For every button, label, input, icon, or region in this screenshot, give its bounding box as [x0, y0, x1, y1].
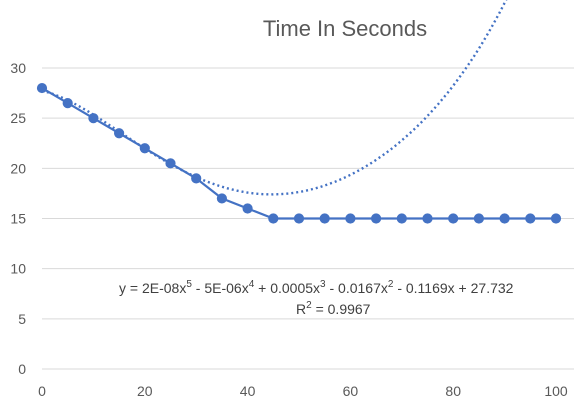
- data-point: [114, 128, 125, 139]
- y-tick-label: 25: [10, 110, 26, 126]
- data-point: [268, 213, 279, 224]
- y-tick-label: 10: [10, 261, 26, 277]
- r2-exp: 2: [306, 300, 312, 311]
- series-line: [41, 87, 556, 220]
- x-tick-label: 40: [240, 383, 256, 399]
- x-tick-label: 60: [343, 383, 359, 399]
- data-point: [422, 213, 433, 224]
- eq-part: - 0.1169x + 27.732: [393, 280, 513, 296]
- data-point: [473, 213, 484, 224]
- data-point: [36, 82, 48, 94]
- data-point: [139, 143, 150, 154]
- data-point: [345, 213, 356, 224]
- data-point: [319, 213, 330, 224]
- y-tick-label: 20: [10, 160, 26, 176]
- gridlines: [42, 67, 574, 370]
- trendline-equation: y = 2E-08x5 - 5E-06x4 + 0.0005x3 - 0.016…: [119, 279, 514, 296]
- x-tick-label: 80: [445, 383, 461, 399]
- data-point: [191, 173, 202, 184]
- data-point: [396, 213, 407, 224]
- r2-part: = 0.9967: [312, 301, 371, 317]
- eq-part: y = 2E-08x: [119, 280, 186, 296]
- data-point: [165, 158, 176, 169]
- x-tick-label: 20: [137, 383, 153, 399]
- y-tick-label: 5: [18, 311, 26, 327]
- x-axis-ticks: 0 20 40 60 80 100: [38, 383, 568, 399]
- y-axis-ticks: 0 5 10 15 20 25 30: [10, 60, 26, 377]
- data-point: [62, 98, 73, 109]
- eq-part: - 5E-06x: [192, 280, 249, 296]
- eq-exp: 3: [320, 279, 326, 290]
- chart-title: Time In Seconds: [263, 16, 427, 41]
- data-point: [550, 213, 562, 224]
- y-tick-label: 0: [18, 361, 26, 377]
- data-point: [371, 213, 382, 224]
- data-points: [36, 82, 562, 224]
- r2-part: R: [296, 301, 306, 317]
- data-point: [293, 213, 305, 224]
- data-point: [499, 213, 510, 224]
- x-tick-label: 100: [544, 383, 568, 399]
- eq-part: - 0.0167x: [326, 280, 388, 296]
- y-tick-label: 30: [10, 60, 26, 76]
- data-point: [88, 113, 99, 124]
- x-tick-label: 0: [38, 383, 46, 399]
- eq-exp: 5: [186, 279, 192, 290]
- eq-exp: 4: [249, 279, 255, 290]
- y-tick-label: 15: [10, 211, 26, 227]
- data-point: [525, 213, 536, 224]
- eq-exp: 2: [388, 279, 394, 290]
- data-point: [216, 193, 227, 204]
- eq-part: + 0.0005x: [254, 280, 320, 296]
- trendline-r2: R2 = 0.9967: [296, 300, 371, 317]
- data-point: [242, 203, 253, 214]
- data-point: [448, 213, 459, 224]
